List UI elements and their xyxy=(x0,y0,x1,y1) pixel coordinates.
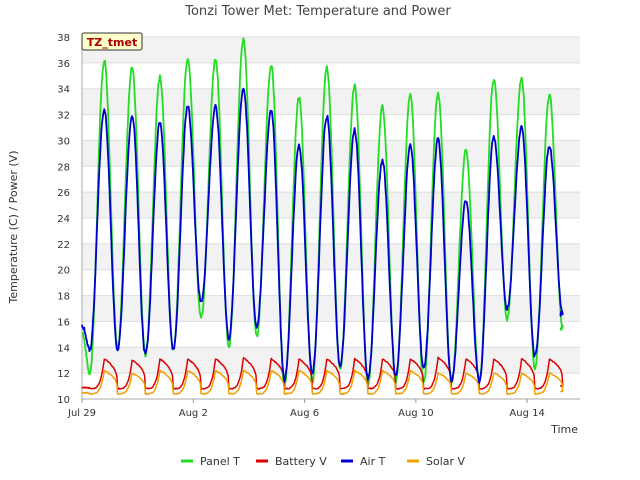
y-axis-ticks: 10 12 14 16 18 20 22 24 26 28 30 32 34 36 38 xyxy=(57,33,70,406)
plot-band xyxy=(82,37,580,63)
plot-band xyxy=(82,347,580,374)
y-tick-label: 32 xyxy=(57,111,70,122)
y-tick-label: 10 xyxy=(57,395,70,406)
plot-band xyxy=(82,269,580,296)
series-lines xyxy=(81,37,564,396)
x-tick-label: Aug 14 xyxy=(509,408,544,419)
y-tick-label: 34 xyxy=(57,85,70,96)
y-tick-label: 18 xyxy=(57,292,70,303)
plot-band xyxy=(82,295,580,322)
y-tick-label: 12 xyxy=(57,369,70,380)
badge: TZ_tmet xyxy=(81,32,143,51)
legend-label: Battery V xyxy=(275,455,327,468)
legend: Panel T Battery V Air T Solar V xyxy=(181,455,466,468)
plot-band xyxy=(82,192,580,218)
y-tick-label: 20 xyxy=(57,266,70,277)
chart-title: Tonzi Tower Met: Temperature and Power xyxy=(184,4,451,19)
y-axis-label: Temperature (C) / Power (V) xyxy=(7,150,20,304)
y-tick-label: 16 xyxy=(57,317,70,328)
legend-label: Air T xyxy=(360,455,386,468)
y-tick-label: 38 xyxy=(57,33,70,44)
y-tick-label: 14 xyxy=(57,343,70,354)
series-line-solar-v xyxy=(81,369,564,396)
badge-box xyxy=(81,32,143,51)
plot-band xyxy=(82,243,580,270)
legend-label: Panel T xyxy=(200,455,240,468)
x-axis-label: Time xyxy=(550,423,578,436)
x-tick-label: Jul 29 xyxy=(67,408,96,419)
plot-band xyxy=(82,62,580,89)
y-tick-label: 24 xyxy=(57,214,70,225)
badge-label: TZ_tmet xyxy=(87,36,137,49)
plot-band xyxy=(82,373,580,399)
series-line-air-t xyxy=(81,87,564,384)
y-tick-label: 26 xyxy=(57,188,70,199)
x-tick-label: Aug 2 xyxy=(179,408,208,419)
x-tick-label: Aug 10 xyxy=(398,408,433,419)
series-line-panel-t xyxy=(81,37,564,389)
y-tick-label: 28 xyxy=(57,162,70,173)
y-tick-label: 36 xyxy=(57,59,70,70)
y-tick-label: 30 xyxy=(57,136,70,147)
legend-label: Solar V xyxy=(426,455,466,468)
series-line-battery-v xyxy=(81,356,564,390)
x-axis-ticks: Jul 29 Aug 2 Aug 6 Aug 10 Aug 14 xyxy=(67,399,545,419)
x-tick-label: Aug 6 xyxy=(290,408,319,419)
plot-band xyxy=(82,218,580,244)
y-tick-label: 22 xyxy=(57,240,70,251)
plot-band xyxy=(82,321,580,348)
